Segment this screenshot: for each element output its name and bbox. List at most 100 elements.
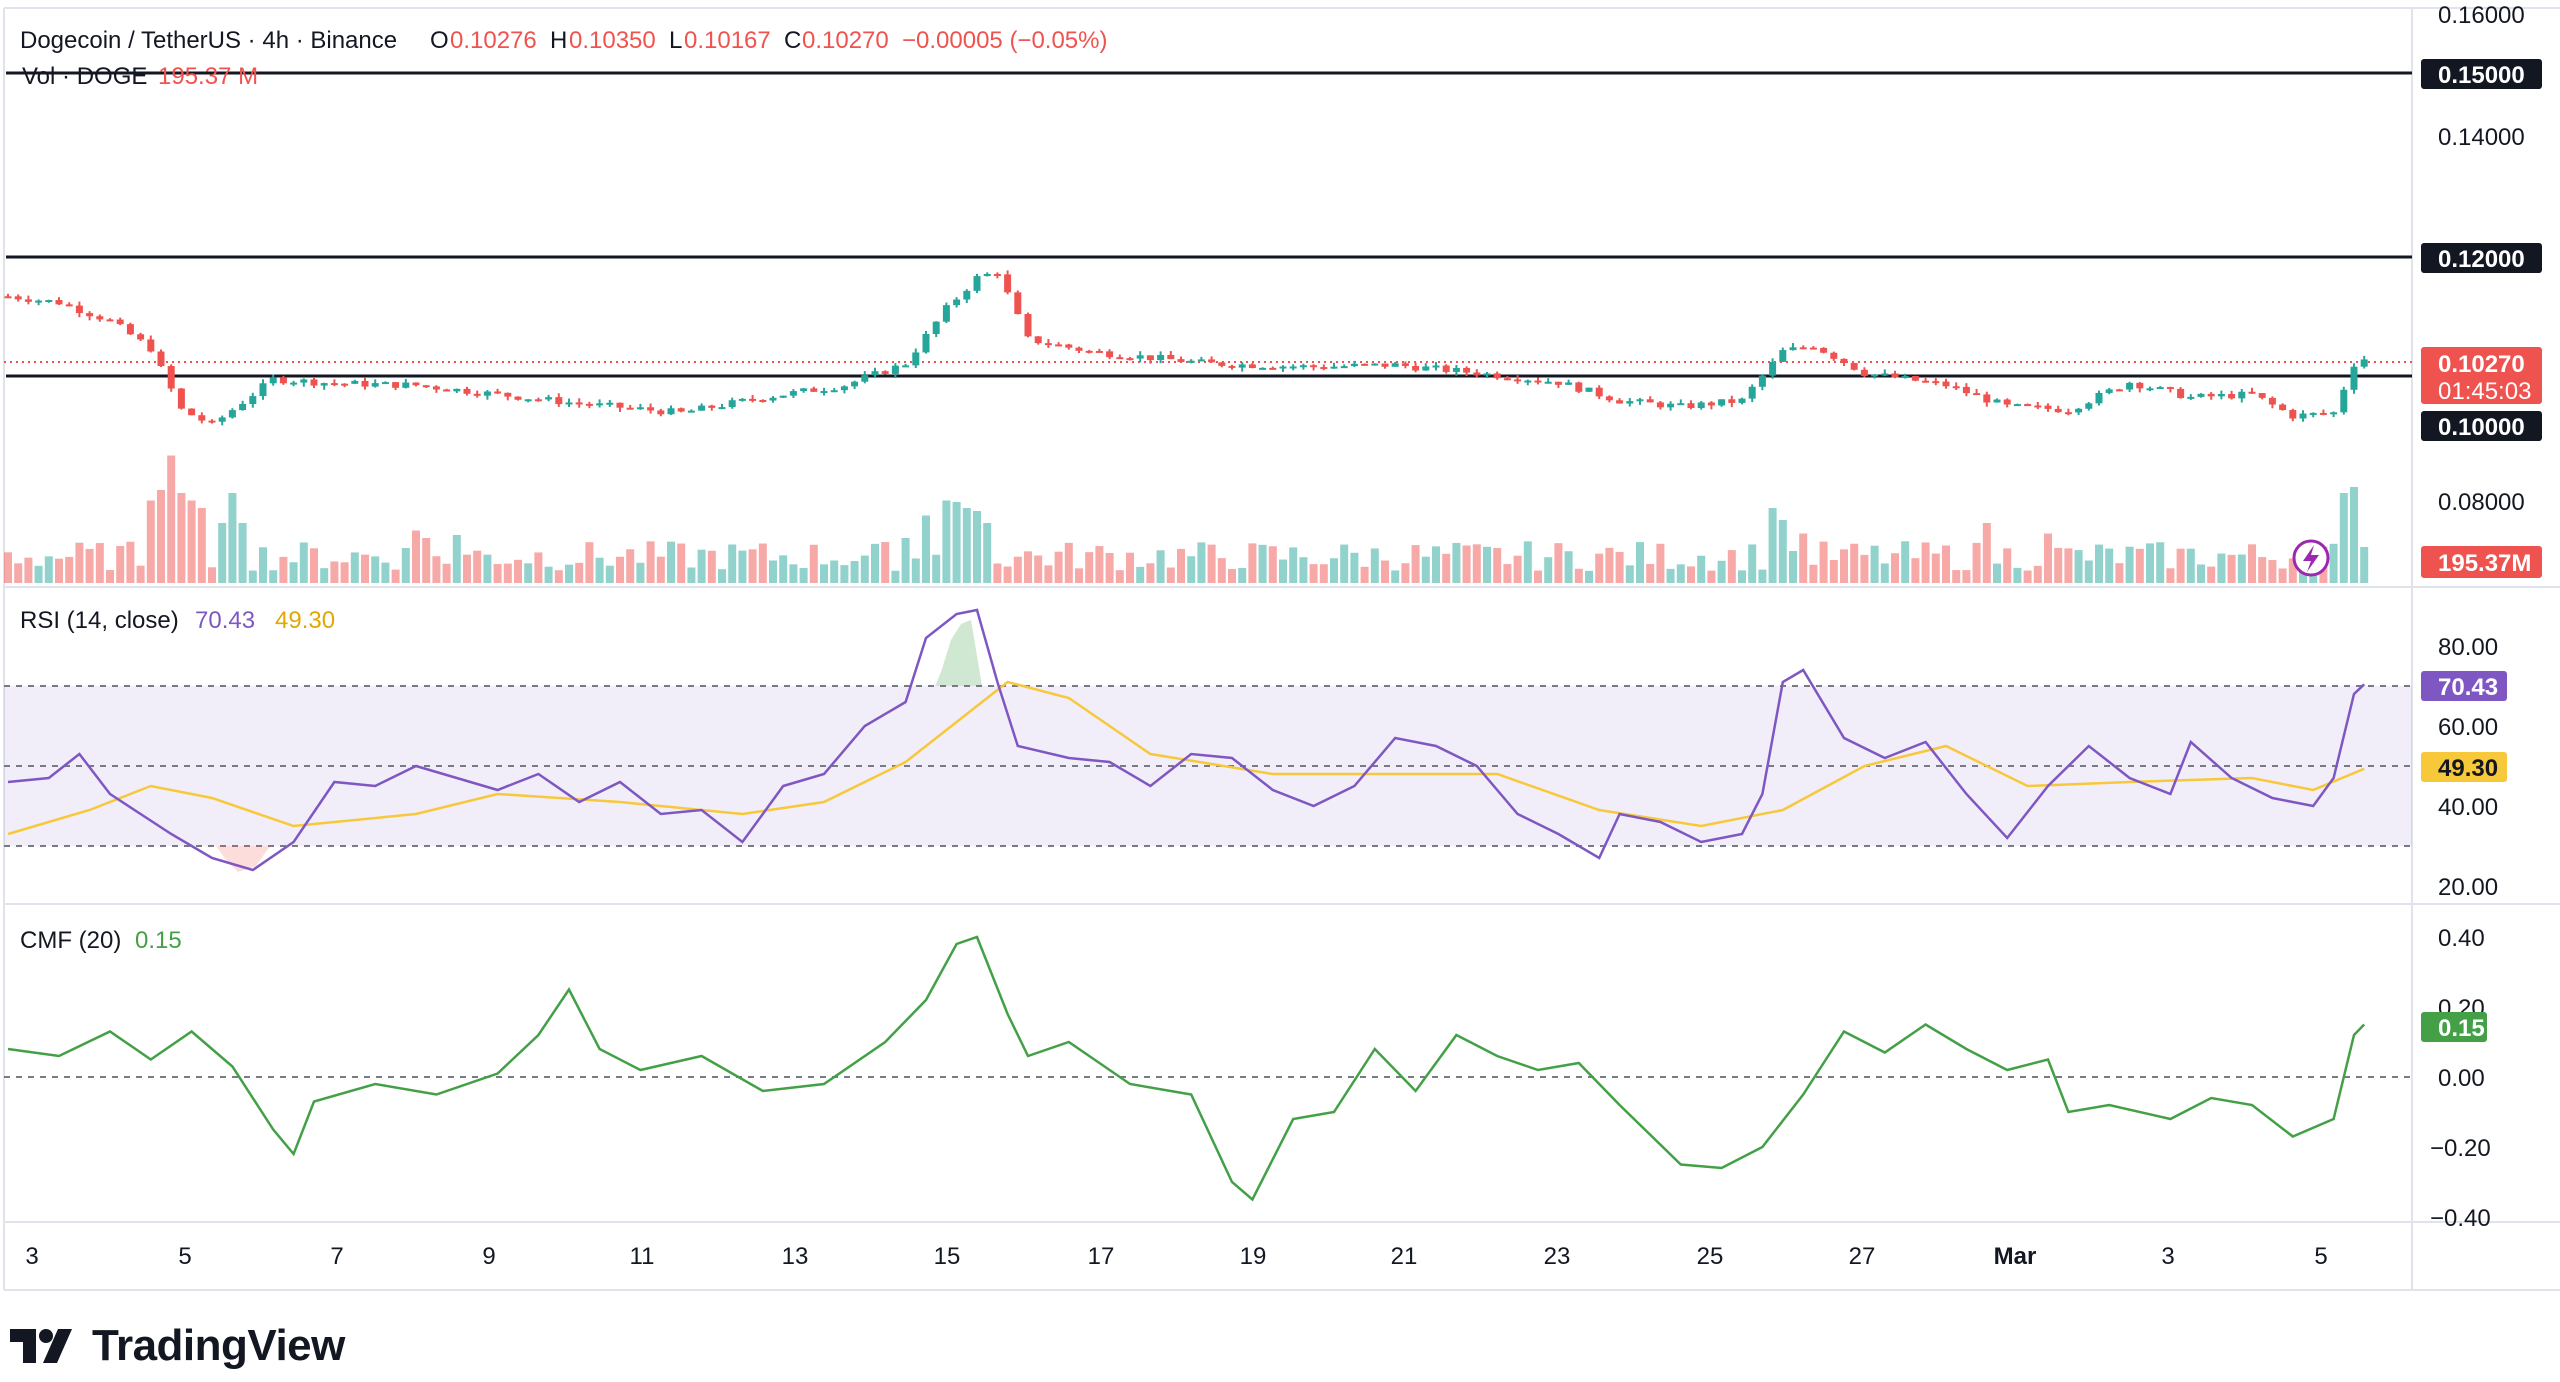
- rsi-label[interactable]: RSI (14, close): [20, 607, 179, 634]
- candle-body: [810, 388, 818, 392]
- volume-bar: [2146, 543, 2154, 583]
- candle-body: [1197, 359, 1205, 362]
- cmf-label[interactable]: CMF (20): [20, 927, 121, 954]
- candle-body: [361, 380, 369, 387]
- volume-bar: [2044, 533, 2052, 583]
- candle-body: [840, 386, 848, 391]
- candle-body: [963, 290, 971, 300]
- volume-bar: [1126, 552, 1134, 583]
- rsi-value-badge: [2421, 671, 2507, 701]
- candle-body: [422, 385, 430, 388]
- level-label-010-text: 0.10000: [2438, 414, 2525, 441]
- volume-bar: [1340, 544, 1349, 583]
- candle-body: [830, 390, 838, 393]
- candle-body: [1534, 380, 1542, 383]
- candle-body: [2034, 405, 2042, 408]
- candle-body: [249, 396, 257, 405]
- candle-body: [1524, 380, 1532, 383]
- candle-body: [1126, 358, 1134, 361]
- candle-body: [524, 399, 532, 402]
- candle-body: [443, 389, 451, 392]
- candle-body: [1208, 359, 1216, 363]
- candle-body: [1075, 347, 1083, 351]
- time-label: 15: [934, 1243, 961, 1270]
- volume-bar: [1156, 550, 1165, 583]
- volume-bar: [1870, 545, 1879, 583]
- volume-bar: [1687, 566, 1695, 583]
- volume-bar: [718, 569, 726, 583]
- volume-bar: [412, 530, 420, 583]
- lightning-icon[interactable]: [2292, 539, 2330, 577]
- volume-bar: [340, 562, 349, 583]
- volume-bar: [1972, 542, 1981, 583]
- volume-bar: [2186, 548, 2195, 583]
- volume-bar: [799, 567, 808, 583]
- volume-bar: [116, 546, 125, 583]
- candle-body: [2075, 408, 2083, 413]
- volume-bar: [860, 555, 869, 583]
- volume-bar: [1044, 565, 1053, 583]
- time-axis[interactable]: 3 5 7 9 11 13 15 17 19 21 23 25 27 Mar 3…: [25, 1243, 2327, 1270]
- candle-body: [1901, 376, 1909, 379]
- volume-bar: [1758, 569, 1767, 583]
- volume-bar: [1187, 556, 1196, 583]
- volume-bar: [136, 565, 145, 583]
- candle-body: [545, 397, 553, 400]
- candle-body: [881, 371, 889, 374]
- volume-bar: [636, 562, 645, 583]
- candle-body: [351, 380, 359, 384]
- candle-body: [1565, 382, 1573, 385]
- volume-bar: [1676, 564, 1685, 583]
- candle-body: [1973, 393, 1981, 396]
- candle-body: [1932, 381, 1940, 384]
- candle-body: [728, 400, 736, 408]
- volume-bar: [1350, 552, 1359, 583]
- level-label-012: [2421, 243, 2542, 273]
- candle-body: [75, 305, 83, 314]
- candle-body: [1218, 362, 1226, 366]
- candle-body: [1289, 366, 1297, 369]
- volume-bar: [850, 561, 859, 583]
- volume-bar: [2125, 546, 2134, 583]
- volume-bar: [432, 556, 441, 583]
- volume-bar: [259, 547, 267, 583]
- candle-body: [2146, 388, 2154, 391]
- volume-bar: [1054, 551, 1063, 583]
- candle-body: [1340, 366, 1348, 369]
- volume-bar: [2360, 546, 2369, 583]
- candle-body: [1850, 363, 1858, 370]
- symbol-title[interactable]: Dogecoin / TetherUS · 4h · Binance: [20, 27, 397, 54]
- volume-bar: [75, 542, 84, 583]
- rsi-ma-line: [7, 680, 2365, 836]
- volume-bar: [442, 563, 451, 583]
- volume-bar: [1636, 542, 1644, 583]
- time-label: Mar: [1994, 1243, 2037, 1270]
- candle-body: [1473, 372, 1481, 376]
- tradingview-brand[interactable]: TradingView: [10, 1316, 345, 1376]
- candle-body: [1238, 364, 1246, 368]
- volume-bar: [1391, 570, 1400, 583]
- candle-body: [891, 365, 899, 374]
- cmf-tick: 0.00: [2438, 1065, 2485, 1092]
- candle-body: [1697, 402, 1705, 409]
- volume-bar: [126, 541, 135, 583]
- candle-body: [432, 386, 440, 390]
- price-pane[interactable]: Dogecoin / TetherUS · 4h · Binance O 0.1…: [4, 2, 2542, 583]
- candle-body: [453, 388, 461, 392]
- candle-body: [800, 388, 808, 392]
- candle-body: [2064, 412, 2072, 415]
- candle-body: [239, 404, 247, 411]
- rsi-pane[interactable]: RSI (14, close) 70.43 49.30 80.00 60.00 …: [4, 607, 2507, 901]
- time-label: 3: [2161, 1243, 2174, 1270]
- candle-body: [1310, 365, 1318, 368]
- volume-bar: [483, 554, 492, 583]
- candle-body: [1758, 375, 1766, 387]
- cmf-pane[interactable]: CMF (20) 0.15 0.40 0.20 0.00 −0.20 −0.40…: [4, 925, 2491, 1232]
- candle-body: [1544, 381, 1552, 384]
- rsi-ma-value: 49.30: [275, 607, 335, 634]
- candle-body: [14, 296, 22, 300]
- volume-bar: [1207, 544, 1216, 583]
- volume-bar: [1462, 545, 1471, 583]
- volume-bar: [1370, 548, 1379, 583]
- time-label: 17: [1088, 1243, 1115, 1270]
